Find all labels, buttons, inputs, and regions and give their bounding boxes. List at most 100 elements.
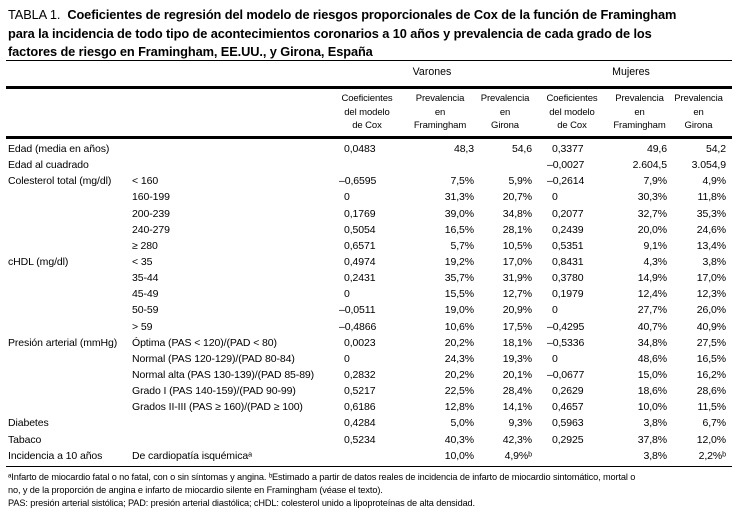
cell-prev-girona-varones: 17,0% <box>502 255 532 268</box>
row-sublabel <box>126 415 330 431</box>
table-row: Edad al cuadrado –0,0027 2.604,5 3.054,9 <box>8 157 728 173</box>
cell-prev-framingham-varones: 12,8% <box>444 401 474 414</box>
spacer <box>8 66 126 78</box>
cell-prev-girona-mujeres: 3,8% <box>702 255 726 268</box>
cell-coef-varones: 0,2431 <box>344 272 376 285</box>
cell-prev-framingham-mujeres: 40,7% <box>637 320 667 333</box>
title-line-1: TABLA 1. Coeficientes de regresión del mo… <box>8 6 734 25</box>
group-header-mujeres: Mujeres <box>612 66 650 78</box>
row-sublabel: Grados II-III (PAS ≥ 160)/(PAD ≥ 100) <box>132 401 303 414</box>
row-sublabel: 240-279 <box>132 223 170 236</box>
row-label <box>8 351 126 367</box>
group-header-varones: Varones <box>412 66 452 78</box>
row-label: Diabetes <box>8 417 49 430</box>
row-label <box>8 206 126 222</box>
col-header-varones-2: Prevalencia en Girona <box>480 93 530 132</box>
spacer <box>8 92 126 133</box>
cell-prev-framingham-varones: 5,7% <box>450 239 474 252</box>
cell-prev-framingham-mujeres: 27,7% <box>637 304 667 317</box>
cell-prev-framingham-varones: 20,2% <box>444 368 474 381</box>
footnotes: ᵃInfarto de miocardio fatal o no fatal, … <box>8 471 736 511</box>
cell-prev-framingham-varones: 19,0% <box>444 304 474 317</box>
cell-prev-girona-varones: 17,5% <box>502 320 532 333</box>
row-label: Presión arterial (mmHg) <box>8 336 118 349</box>
cell-prev-girona-varones: 42,3% <box>502 433 532 446</box>
cell-prev-girona-mujeres: 17,0% <box>696 272 726 285</box>
cell-coef-varones <box>330 157 404 173</box>
cell-prev-framingham-varones <box>404 157 476 173</box>
cell-prev-framingham-varones: 19,2% <box>444 255 474 268</box>
cell-prev-framingham-varones: 10,0% <box>444 449 474 462</box>
col-header-varones-1: Prevalencia en Framingham <box>413 93 467 132</box>
cell-prev-framingham-varones: 35,7% <box>444 272 474 285</box>
col-header-varones-0: Coeficientes del modelo de Cox <box>341 93 393 132</box>
cell-coef-mujeres: 0,5963 <box>552 417 584 430</box>
cell-prev-girona-mujeres: 12,0% <box>696 433 726 446</box>
table-row: cHDL (mg/dl) < 35 0,4974 19,2% 17,0% 0,8431 4,… <box>8 254 728 270</box>
cell-coef-mujeres: 0,8431 <box>552 255 584 268</box>
cell-prev-girona-mujeres: 11,8% <box>697 191 727 204</box>
cell-prev-girona-mujeres: 4,9% <box>702 175 726 188</box>
cell-prev-framingham-varones: 48,3 <box>453 143 474 155</box>
row-sublabel: Grado I (PAS 140-159)/(PAD 90-99) <box>132 385 296 398</box>
cell-prev-girona-varones: 34,8% <box>502 207 532 220</box>
cell-coef-mujeres: 0,2629 <box>552 385 584 398</box>
row-label <box>8 399 126 415</box>
table-row: 200-239 0,1769 39,0% 34,8% 0,2077 32,7% 35,3% <box>8 206 728 222</box>
cell-coef-varones: 0,0023 <box>344 336 376 349</box>
cell-prev-framingham-mujeres: 10,0% <box>637 401 667 414</box>
title-text-1: Coeficientes de regresión del modelo de … <box>67 7 677 22</box>
cell-prev-girona-varones: 4,9%ᵇ <box>504 449 533 462</box>
cell-prev-framingham-mujeres: 20,0% <box>637 223 667 236</box>
cell-coef-mujeres: 0 <box>552 191 558 204</box>
cell-prev-framingham-varones: 15,5% <box>444 288 474 301</box>
cell-prev-girona-varones <box>476 157 534 173</box>
cell-prev-framingham-varones: 10,6% <box>444 320 474 333</box>
footnote-line-3: PAS: presión arterial sistólica; PAD: pr… <box>8 498 475 509</box>
table-row: Edad (media en años) 0,0483 48,3 54,6 0,3377… <box>8 141 728 157</box>
row-label <box>8 367 126 383</box>
cell-coef-mujeres: 0,2439 <box>552 223 584 236</box>
cell-prev-framingham-mujeres: 14,9% <box>637 272 667 285</box>
cell-coef-mujeres: 0,2925 <box>552 433 584 446</box>
cell-prev-framingham-mujeres: 7,9% <box>643 175 667 188</box>
row-sublabel: 35-44 <box>132 272 159 285</box>
cell-prev-girona-varones: 14,1% <box>502 401 532 414</box>
row-label: Edad al cuadrado <box>8 159 89 172</box>
cell-prev-girona-mujeres: 6,7% <box>702 417 726 430</box>
cell-prev-framingham-mujeres: 48,6% <box>637 352 667 365</box>
table-row: 160-199 0 31,3% 20,7% 0 30,3% 11,8% <box>8 189 728 205</box>
table-body: Edad (media en años) 0,0483 48,3 54,6 0,3377… <box>8 141 728 464</box>
cell-coef-mujeres: 0,2077 <box>552 207 584 220</box>
cell-prev-girona-mujeres: 12,3% <box>696 288 726 301</box>
table-row: 35-44 0,2431 35,7% 31,9% 0,3780 14,9% 17,0% <box>8 270 728 286</box>
table-row: Diabetes 0,4284 5,0% 9,3% 0,5963 3,8% 6,7% <box>8 415 728 431</box>
table-row: Presión arterial (mmHg) Óptima (PAS < 120… <box>8 335 728 351</box>
cell-prev-girona-mujeres: 13,4% <box>696 239 726 252</box>
cell-coef-mujeres: 0,3377 <box>552 143 584 155</box>
cell-prev-girona-mujeres: 26,0% <box>696 304 726 317</box>
cell-prev-framingham-varones: 40,3% <box>444 433 474 446</box>
cell-prev-girona-mujeres: 11,5% <box>697 401 727 414</box>
row-sublabel <box>126 157 330 173</box>
cell-coef-varones: 0 <box>344 191 350 204</box>
cell-coef-mujeres: –0,2614 <box>547 175 585 188</box>
cell-prev-girona-varones: 20,1% <box>502 368 532 381</box>
cell-prev-framingham-varones: 39,0% <box>444 207 474 220</box>
column-header-row: Coeficientes del modelo de Cox Prevalenci… <box>8 92 728 133</box>
cell-prev-girona-mujeres: 54,2 <box>705 143 726 155</box>
row-sublabel: 50-59 <box>132 304 159 317</box>
row-sublabel: < 160 <box>132 175 159 188</box>
cell-prev-girona-varones: 18,1% <box>502 336 532 349</box>
cell-coef-mujeres <box>534 448 610 464</box>
rule-under-column-headers <box>6 136 732 139</box>
cell-prev-girona-varones: 9,3% <box>508 417 532 430</box>
cell-coef-varones: –0,6595 <box>339 175 377 188</box>
row-label <box>8 302 126 318</box>
row-label <box>8 286 126 302</box>
cell-prev-framingham-mujeres: 32,7% <box>637 207 667 220</box>
row-label <box>8 238 126 254</box>
cell-coef-varones: 0,0483 <box>344 143 376 155</box>
cell-prev-framingham-varones: 16,5% <box>444 223 474 236</box>
